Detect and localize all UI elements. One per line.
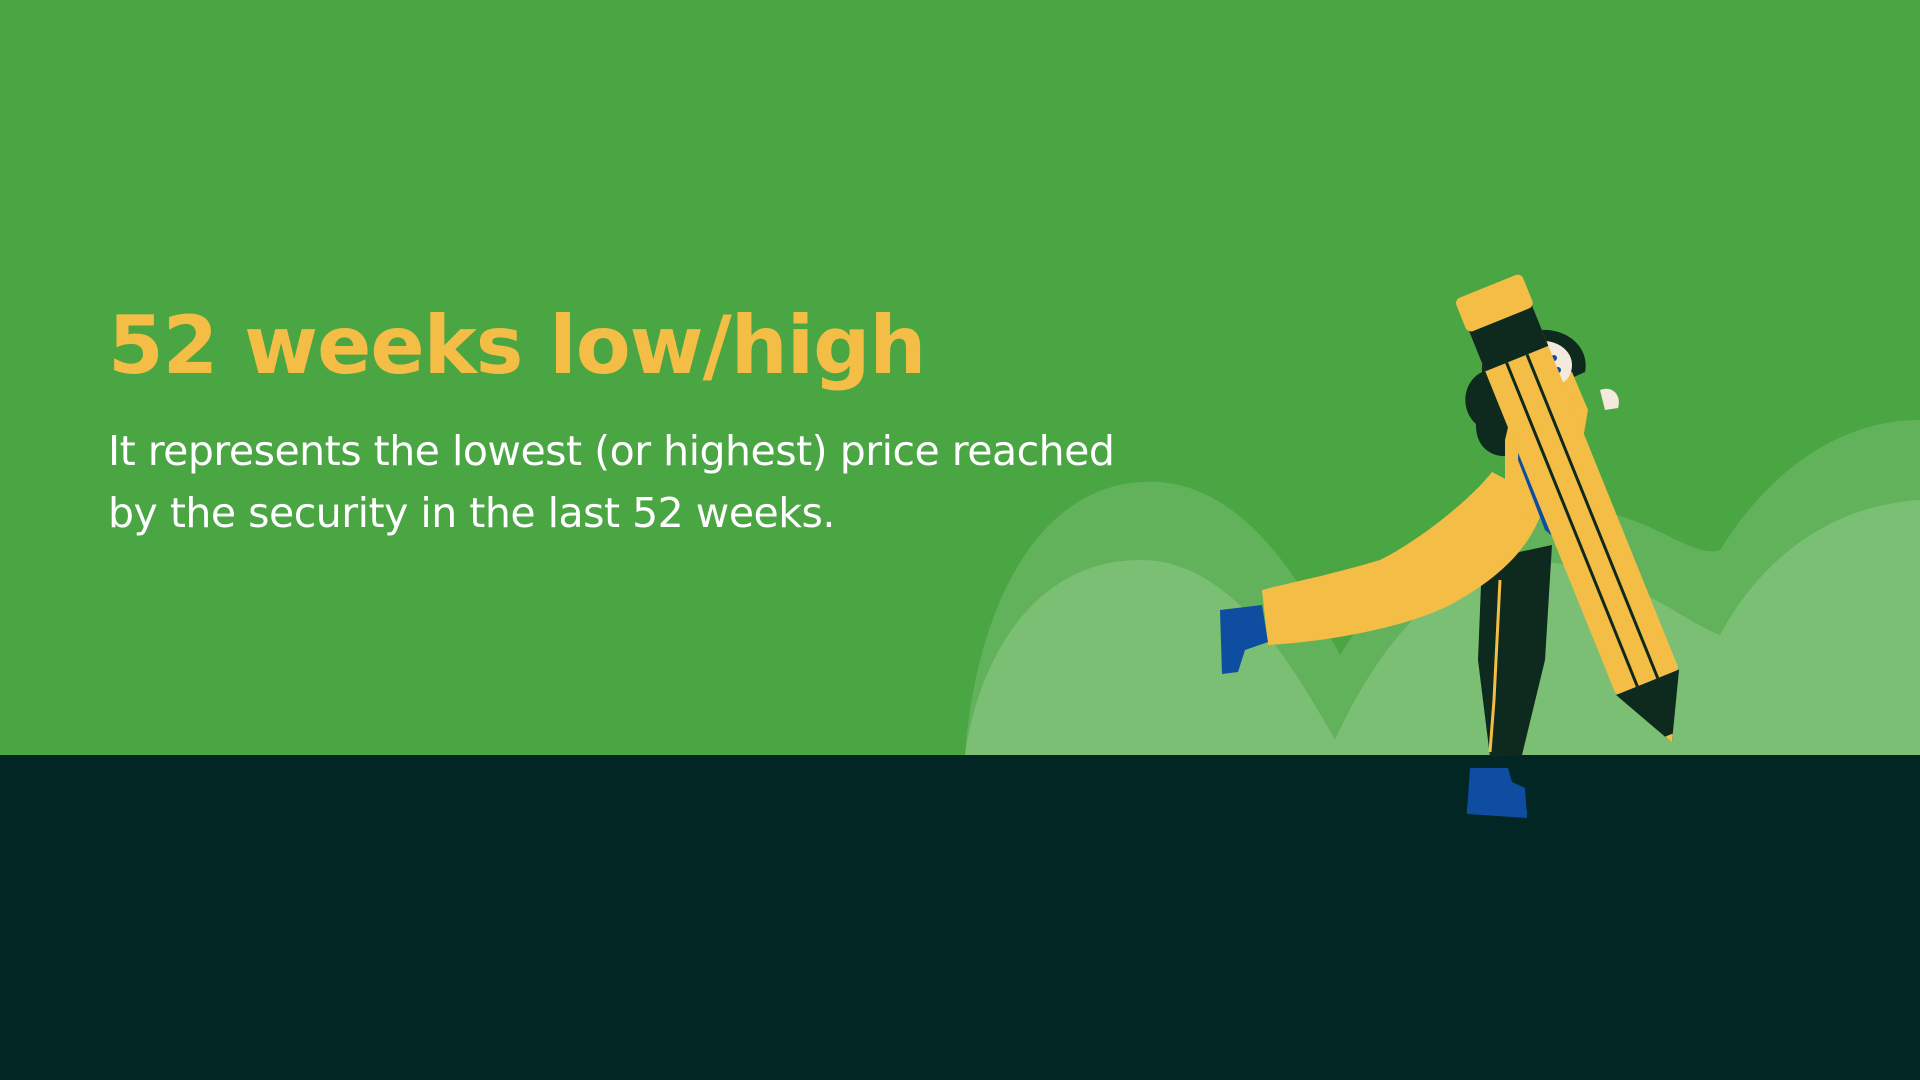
dark-ground	[0, 755, 1920, 1080]
description: It represents the lowest (or highest) pr…	[108, 420, 1148, 544]
page-title: 52 weeks low/high	[108, 299, 926, 392]
description-line: by the security in the last 52 weeks.	[108, 489, 835, 537]
description-line: It represents the lowest (or highest) pr…	[108, 427, 1115, 475]
